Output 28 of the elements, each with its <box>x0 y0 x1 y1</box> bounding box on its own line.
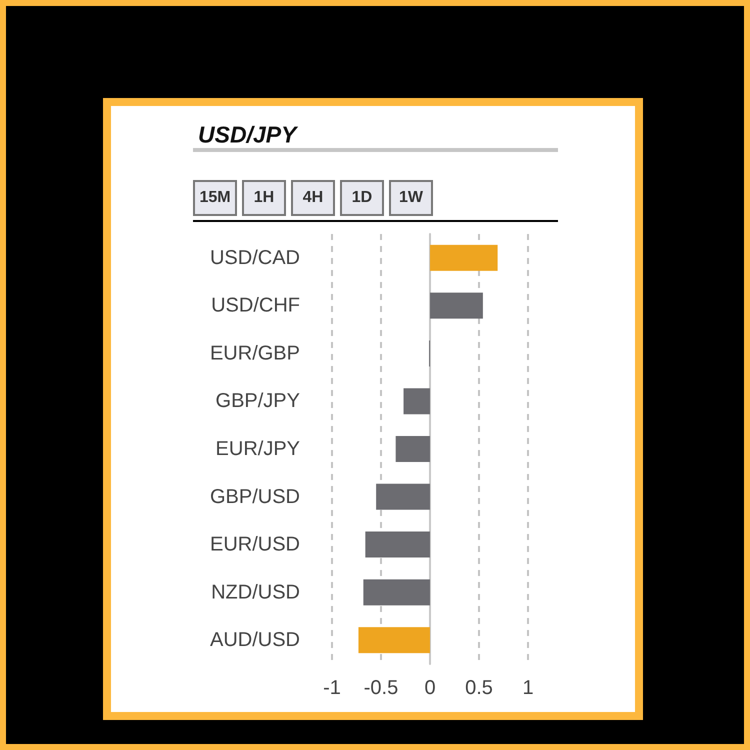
y-tick-label: GBP/JPY <box>216 390 300 412</box>
bar <box>430 244 498 271</box>
y-tick-label: EUR/USD <box>210 534 300 556</box>
y-tick-label: AUD/USD <box>210 629 300 652</box>
y-tick-label: NZD/USD <box>211 581 300 604</box>
text: 1D <box>340 180 384 216</box>
bar <box>430 292 483 319</box>
y-tick-label: EUR/GBP <box>210 342 300 364</box>
bar <box>363 579 430 606</box>
bar <box>358 627 430 654</box>
x-tick-label: 1 <box>522 677 534 699</box>
bar <box>376 484 430 510</box>
x-tick-label: 0.5 <box>465 677 493 699</box>
y-tick-label: USD/CHF <box>211 294 300 317</box>
x-tick-label: 0 <box>424 677 436 699</box>
text: 15M <box>193 180 237 216</box>
text: 1W <box>389 180 433 216</box>
text: 1H <box>242 180 286 216</box>
bar <box>396 436 430 462</box>
x-tick-label: -1 <box>323 677 341 699</box>
text: 4H <box>291 180 335 216</box>
bar <box>404 388 430 414</box>
bar <box>365 532 430 558</box>
chart-title: USD/JPY <box>198 122 300 148</box>
y-tick-label: EUR/JPY <box>216 438 300 460</box>
x-tick-label: -0.5 <box>364 677 398 699</box>
y-tick-label: GBP/USD <box>210 486 300 508</box>
y-tick-label: USD/CAD <box>210 246 300 269</box>
